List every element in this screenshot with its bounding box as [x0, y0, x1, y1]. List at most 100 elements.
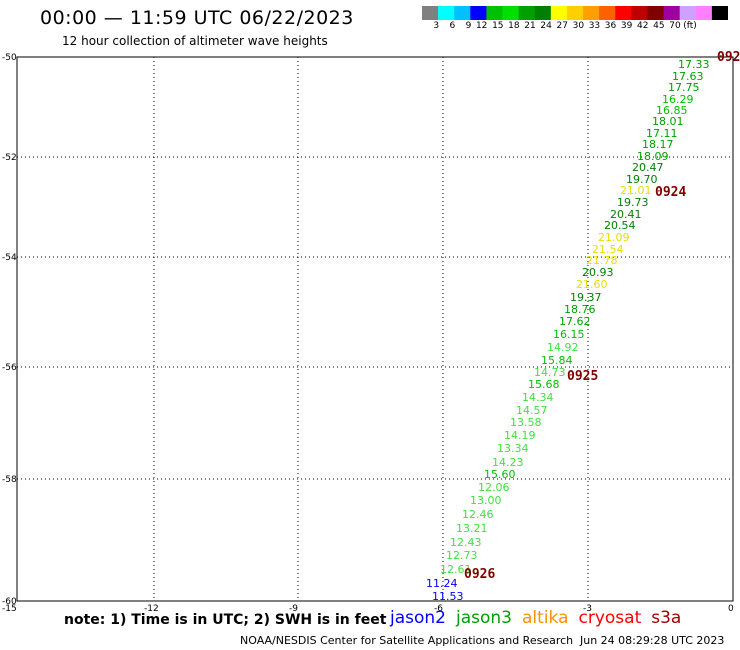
- wave-height-value: 11.24: [426, 577, 458, 590]
- map-frame: [16, 56, 734, 602]
- y-tick-label: -50: [2, 53, 17, 63]
- colorbar-swatch: [679, 6, 697, 20]
- wave-height-value: 17.11: [646, 127, 678, 140]
- colorbar-swatch: [550, 6, 568, 20]
- colorbar-swatch: [438, 6, 455, 20]
- wave-height-value: 18.17: [642, 138, 674, 151]
- wave-height-value: 16.15: [553, 328, 585, 341]
- track-time-label: 0925: [567, 369, 598, 384]
- colorbar-swatch: [583, 6, 600, 20]
- wave-height-value: 14.92: [547, 341, 579, 354]
- colorbar-swatch: [534, 6, 552, 20]
- wave-height-value: 15.84: [541, 354, 573, 367]
- wave-height-value: 14.34: [522, 391, 554, 404]
- colorbar-tick-label: 21: [524, 21, 536, 31]
- wave-height-value: 18.01: [652, 115, 684, 128]
- wave-height-value: 21.60: [576, 278, 608, 291]
- wave-height-value: 13.34: [497, 442, 529, 455]
- track-time-label: 0924: [717, 50, 740, 65]
- wave-height-value: 14.57: [516, 404, 548, 417]
- wave-height-value: 13.21: [456, 522, 488, 535]
- wave-height-value: 20.93: [582, 266, 614, 279]
- wave-height-value: 17.75: [668, 81, 700, 94]
- wave-height-value: 14.73: [534, 366, 566, 379]
- colorbar-tick-label: 33: [588, 21, 601, 31]
- colorbar-tick-label: 39: [620, 21, 633, 31]
- y-tick-label: -52: [2, 153, 17, 163]
- legend-item-s3a: s3a: [651, 608, 682, 628]
- colorbar-swatch: [711, 6, 728, 20]
- colorbar-tick-label: 15: [492, 21, 504, 31]
- colorbar-swatch: [663, 6, 681, 20]
- wave-height-value: 16.29: [662, 93, 694, 106]
- wave-height-value: 15.60: [484, 468, 516, 481]
- colorbar-swatch: [695, 6, 713, 20]
- wave-height-value: 17.63: [672, 70, 704, 83]
- wave-height-value: 13.58: [510, 416, 542, 429]
- wave-height-value: 12.43: [450, 536, 482, 549]
- wave-height-value: 21.01: [620, 184, 652, 197]
- map-title: 00:00 — 11:59 UTC 06/22/2023: [40, 7, 354, 29]
- colorbar-tick-label: 12: [475, 21, 488, 31]
- colorbar-swatch: [502, 6, 520, 20]
- colorbar-swatch: [422, 6, 439, 20]
- colorbar-swatch: [631, 6, 648, 20]
- wave-height-value: 12.61: [440, 563, 472, 576]
- legend-item-cryosat: cryosat: [578, 608, 642, 628]
- colorbar-tick-label: 6: [449, 21, 456, 31]
- wave-height-value: 21.78: [586, 254, 618, 267]
- colorbar-swatch: [454, 6, 471, 20]
- x-tick-label: -6: [434, 604, 443, 612]
- x-tick-label: -15: [2, 604, 17, 612]
- wave-height-value: 19.37: [570, 291, 602, 304]
- y-tick-label: -58: [2, 475, 17, 485]
- colorbar-tick-label: 70: [669, 21, 681, 31]
- wave-height-value: 14.23: [492, 456, 524, 469]
- altimeter-map: -50 -52 -54 -56 -58 -60-15 -12 -9 -6 -3 0 17.3317.6…: [2, 50, 740, 612]
- colorbar-swatch: [518, 6, 536, 20]
- x-tick-label: -9: [289, 604, 298, 612]
- wave-height-value: 12.73: [446, 549, 478, 562]
- colorbar-swatch: [470, 6, 487, 20]
- x-tick-label: 0: [728, 604, 734, 612]
- wave-height-value: 11.53: [432, 590, 464, 603]
- x-tick-label: -3: [583, 604, 592, 612]
- colorbar-tick-label: 18: [508, 21, 520, 31]
- colorbar-swatch: [599, 6, 616, 20]
- map-subtitle: 12 hour collection of altimeter wave hei…: [62, 34, 328, 48]
- footer-note: note: 1) Time is in UTC; 2) SWH is in fe…: [64, 612, 387, 628]
- colorbar-tick-label: (ft): [683, 21, 697, 31]
- wave-height-value: 18.76: [564, 303, 596, 316]
- wave-height-colorbar: [422, 6, 728, 20]
- colorbar-tick-label: 27: [556, 21, 568, 31]
- legend-item-jason2: jason2: [390, 608, 446, 628]
- satellite-legend: jason2 jason3 altika cryosat s3a: [390, 608, 691, 628]
- wave-height-value: 20.54: [604, 219, 636, 232]
- credit-line: NOAA/NESDIS Center for Satellite Applica…: [240, 634, 574, 647]
- colorbar-tick-label: 36: [604, 21, 617, 31]
- track-time-label: 0926: [464, 567, 495, 582]
- y-tick-label: -60: [2, 597, 17, 607]
- x-tick-label: -12: [144, 604, 159, 612]
- wave-height-value: 19.70: [626, 173, 658, 186]
- wave-height-value: 21.09: [598, 231, 630, 244]
- colorbar-tick-label: 45: [653, 21, 665, 31]
- colorbar-tick-label: 24: [540, 21, 552, 31]
- wave-height-value: 20.47: [632, 161, 664, 174]
- y-tick-label: -54: [2, 253, 17, 263]
- wave-height-value: 19.73: [617, 196, 649, 209]
- wave-height-value: 15.68: [528, 378, 560, 391]
- wave-height-value: 20.41: [610, 208, 642, 221]
- y-tick-label: -56: [2, 363, 17, 373]
- wave-height-value: 16.85: [656, 104, 688, 117]
- wave-height-value: 14.19: [504, 429, 536, 442]
- colorbar-swatch: [647, 6, 665, 20]
- colorbar-tick-label: 9: [465, 21, 472, 31]
- legend-item-altika: altika: [522, 608, 569, 628]
- generation-timestamp: Jun 24 08:29:28 UTC 2023: [580, 634, 725, 647]
- legend-item-jason3: jason3: [456, 608, 512, 628]
- colorbar-swatch: [486, 6, 504, 20]
- colorbar-swatch: [566, 6, 584, 20]
- wave-height-value: 17.33: [678, 58, 710, 71]
- colorbar-swatch: [615, 6, 632, 20]
